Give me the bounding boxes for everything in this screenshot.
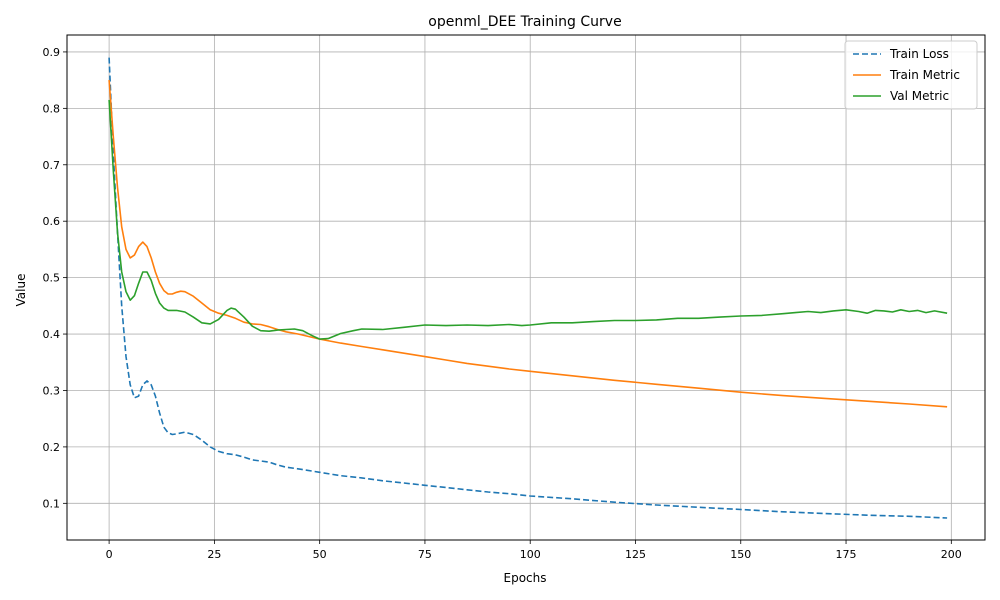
x-tick-label: 25 xyxy=(207,548,221,561)
series-lines xyxy=(108,57,948,519)
y-tick-label: 0.9 xyxy=(43,46,61,59)
series-line-train-metric xyxy=(108,80,948,408)
x-tick-label: 175 xyxy=(836,548,857,561)
legend-box xyxy=(844,40,978,110)
x-tick-label: 200 xyxy=(941,548,962,561)
x-tick-label: 100 xyxy=(520,548,541,561)
y-tick-label: 0.7 xyxy=(43,159,61,172)
y-tick-label: 0.1 xyxy=(43,497,61,510)
y-tick-label: 0.4 xyxy=(43,328,61,341)
y-axis-label: Value xyxy=(14,274,28,307)
x-axis-label: Epochs xyxy=(504,571,547,585)
legend-entry: Train Metric xyxy=(889,68,960,82)
y-tick-label: 0.8 xyxy=(43,102,61,115)
series-line-val-metric xyxy=(108,99,948,340)
plot-frame xyxy=(66,34,986,541)
y-tick-label: 0.6 xyxy=(43,215,61,228)
legend-entry: Val Metric xyxy=(890,89,949,103)
legend-entry: Train Loss xyxy=(889,47,949,61)
x-tick-label: 125 xyxy=(625,548,646,561)
series-line-train-loss xyxy=(108,57,948,519)
chart-title: openml_DEE Training Curve xyxy=(428,14,621,30)
legend: Train Loss Train Metric Val Metric xyxy=(844,40,978,110)
y-tick-label: 0.3 xyxy=(43,384,61,397)
x-axis-ticks: 0 25 50 75 100 125 150 175 200 xyxy=(106,540,962,561)
grid-lines xyxy=(67,35,985,540)
x-tick-label: 75 xyxy=(418,548,432,561)
x-tick-label: 50 xyxy=(313,548,327,561)
y-axis-ticks: 0.1 0.2 0.3 0.4 0.5 0.6 0.7 0.8 0.9 xyxy=(43,46,67,510)
y-tick-label: 0.5 xyxy=(43,272,61,285)
x-tick-label: 0 xyxy=(106,548,113,561)
x-tick-label: 150 xyxy=(730,548,751,561)
y-tick-label: 0.2 xyxy=(43,441,61,454)
